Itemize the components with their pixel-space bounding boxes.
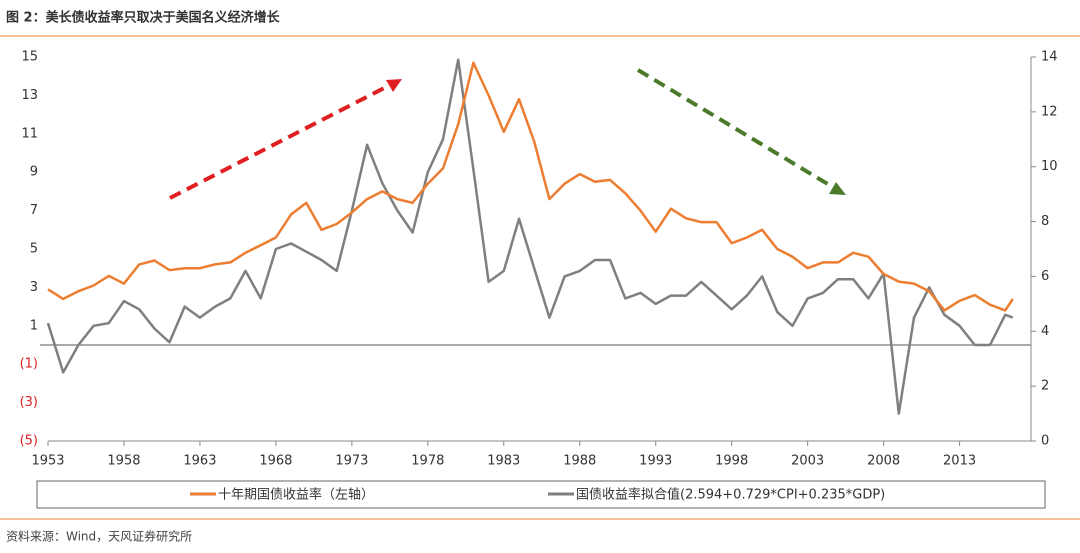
up-arrow-head — [386, 79, 402, 92]
series-line — [47, 61, 1014, 312]
y2-tick-label: 14 — [1041, 50, 1058, 65]
y2-tick-label: 8 — [1041, 214, 1049, 229]
source: 资料来源：Wind，天风证券研究所 — [6, 529, 192, 544]
y-tick-label: 5 — [30, 242, 38, 257]
legend-box — [36, 480, 1046, 509]
y-tick-label: 9 — [30, 165, 38, 180]
y2-tick-label: 12 — [1041, 104, 1058, 119]
y-tick-label: (5) — [20, 434, 38, 449]
legend-label: 十年期国债收益率（左轴） — [218, 487, 374, 503]
up-arrow — [169, 82, 393, 200]
x-tick-label: 1998 — [715, 454, 748, 469]
down-arrow — [636, 68, 838, 191]
y2-tick-label: 4 — [1041, 324, 1049, 339]
x-tick-label: 1953 — [31, 454, 64, 469]
x-tick-label: 2003 — [791, 454, 824, 469]
x-tick-label: 1993 — [639, 454, 672, 469]
legend-label: 国债收益率拟合值(2.594+0.729*CPI+0.235*GDP) — [576, 487, 885, 503]
x-tick-label: 1968 — [259, 454, 292, 469]
y2-tick-label: 6 — [1041, 269, 1049, 284]
down-arrow-head — [829, 182, 846, 195]
y-tick-label: 1 — [30, 318, 38, 333]
y2-tick-label: 2 — [1041, 379, 1049, 394]
x-tick-label: 2008 — [867, 454, 900, 469]
y2-tick-label: 10 — [1041, 159, 1058, 174]
x-tick-label: 1973 — [335, 454, 368, 469]
y2-tick-label: 0 — [1041, 434, 1049, 449]
y-tick-label: 11 — [21, 126, 38, 141]
y-tick-label: 15 — [21, 50, 38, 65]
x-tick-label: 1983 — [487, 454, 520, 469]
series-line — [46, 58, 1014, 415]
x-tick-label: 1988 — [563, 454, 596, 469]
x-tick-label: 1978 — [411, 454, 444, 469]
x-tick-label: 1958 — [107, 454, 140, 469]
y-tick-label: 3 — [30, 280, 38, 295]
y-tick-label: 13 — [21, 88, 38, 103]
x-tick-label: 2013 — [943, 454, 976, 469]
y-tick-label: (3) — [20, 395, 38, 410]
y-tick-label: 7 — [30, 203, 38, 218]
trend-arrows — [169, 68, 846, 200]
x-tick-label: 1963 — [183, 454, 216, 469]
chart-title: 图 2：美长债收益率只取决于美国名义经济增长 — [6, 10, 281, 26]
y-tick-label: (1) — [20, 357, 38, 372]
